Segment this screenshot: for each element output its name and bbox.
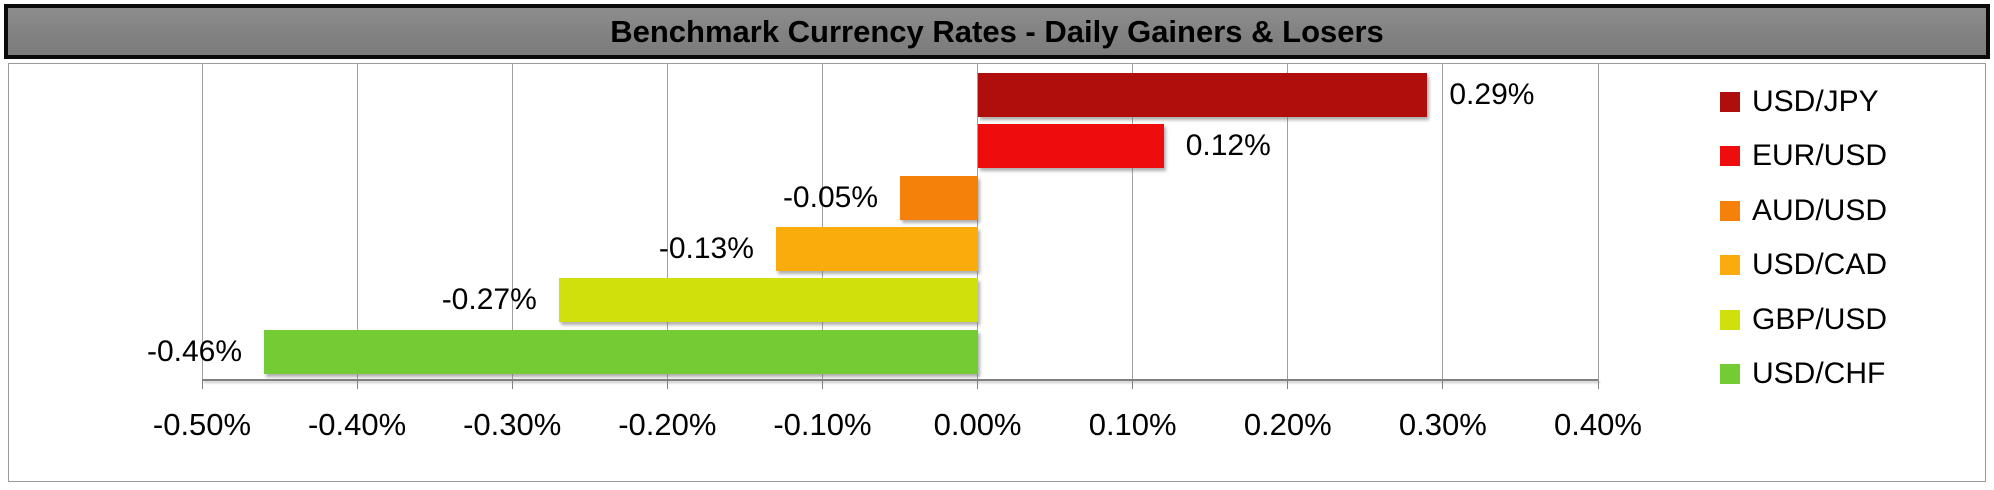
axis-tick bbox=[201, 381, 203, 389]
axis-tick bbox=[666, 381, 668, 389]
value-label-eur-usd: 0.12% bbox=[1185, 129, 1271, 163]
bar-usd-jpy bbox=[977, 73, 1428, 117]
legend: USD/JPY EUR/USD AUD/USD USD/CAD GBP/USD USD/C… bbox=[1720, 0, 1980, 490]
x-tick-label: 0.40% bbox=[1554, 407, 1642, 442]
axis-tick bbox=[977, 381, 979, 389]
chart-title: Benchmark Currency Rates - Daily Gainers… bbox=[610, 13, 1384, 49]
legend-swatch-usd-chf bbox=[1720, 364, 1740, 384]
legend-label: USD/JPY bbox=[1752, 84, 1879, 118]
value-label-usd-chf: -0.46% bbox=[146, 334, 243, 368]
x-tick-label: -0.50% bbox=[152, 407, 252, 442]
x-tick-label: 0.10% bbox=[1088, 407, 1177, 442]
x-tick-label: 0.30% bbox=[1398, 407, 1487, 442]
gridline bbox=[666, 63, 668, 381]
legend-item-gbp-usd: GBP/USD bbox=[1720, 302, 1888, 336]
axis-tick bbox=[1597, 381, 1599, 389]
x-tick-label: -0.20% bbox=[618, 407, 717, 442]
legend-swatch-eur-usd bbox=[1720, 146, 1740, 166]
value-label-usd-cad: -0.13% bbox=[658, 231, 754, 265]
axis-tick bbox=[1287, 381, 1289, 389]
x-tick-label: 0.20% bbox=[1243, 407, 1332, 442]
legend-item-aud-usd: AUD/USD bbox=[1720, 193, 1888, 227]
gridline bbox=[1442, 63, 1444, 381]
value-label-aud-usd: -0.05% bbox=[782, 180, 878, 214]
legend-swatch-usd-jpy bbox=[1720, 91, 1740, 112]
gridline bbox=[1597, 63, 1599, 381]
gridline bbox=[821, 63, 823, 381]
axis-tick bbox=[356, 381, 358, 389]
legend-label: USD/CHF bbox=[1752, 357, 1886, 390]
legend-swatch-aud-usd bbox=[1720, 200, 1740, 221]
gridline bbox=[201, 63, 203, 381]
gridline bbox=[511, 63, 513, 381]
axis-tick bbox=[1132, 381, 1134, 389]
x-tick-label: -0.40% bbox=[307, 407, 407, 442]
gridline bbox=[1287, 63, 1289, 381]
legend-item-usd-cad: USD/CAD bbox=[1720, 248, 1888, 281]
axis-tick bbox=[1442, 381, 1444, 389]
gridline bbox=[977, 63, 979, 381]
axis-tick bbox=[821, 381, 823, 389]
bar-usd-cad bbox=[775, 226, 978, 271]
x-axis-line bbox=[202, 379, 1598, 381]
value-label-usd-jpy: 0.29% bbox=[1449, 78, 1535, 111]
gridline bbox=[1132, 63, 1134, 381]
bar-gbp-usd bbox=[558, 278, 978, 323]
plot-area: 0.29% 0.12% -0.05% -0.13% -0.27% -0.46% bbox=[147, 63, 1599, 381]
x-tick-label: 0.00% bbox=[933, 407, 1022, 442]
bar-usd-chf bbox=[264, 329, 978, 374]
bar-aud-usd bbox=[900, 175, 978, 220]
gridline bbox=[356, 63, 358, 381]
legend-item-usd-jpy: USD/JPY bbox=[1720, 84, 1879, 118]
legend-label: AUD/USD bbox=[1752, 193, 1888, 227]
value-label-gbp-usd: -0.27% bbox=[441, 283, 537, 317]
bar-eur-usd bbox=[977, 124, 1164, 169]
legend-label: EUR/USD bbox=[1752, 139, 1888, 172]
legend-item-usd-chf: USD/CHF bbox=[1720, 357, 1886, 390]
legend-swatch-gbp-usd bbox=[1720, 309, 1740, 330]
x-tick-label: -0.10% bbox=[773, 407, 872, 442]
legend-label: GBP/USD bbox=[1752, 302, 1888, 336]
x-tick-label: -0.30% bbox=[463, 407, 562, 442]
axis-tick bbox=[511, 381, 513, 389]
legend-item-eur-usd: EUR/USD bbox=[1720, 139, 1888, 172]
chart-title-banner: Benchmark Currency Rates - Daily Gainers… bbox=[4, 4, 1990, 59]
legend-label: USD/CAD bbox=[1752, 248, 1888, 281]
legend-swatch-usd-cad bbox=[1720, 255, 1740, 275]
